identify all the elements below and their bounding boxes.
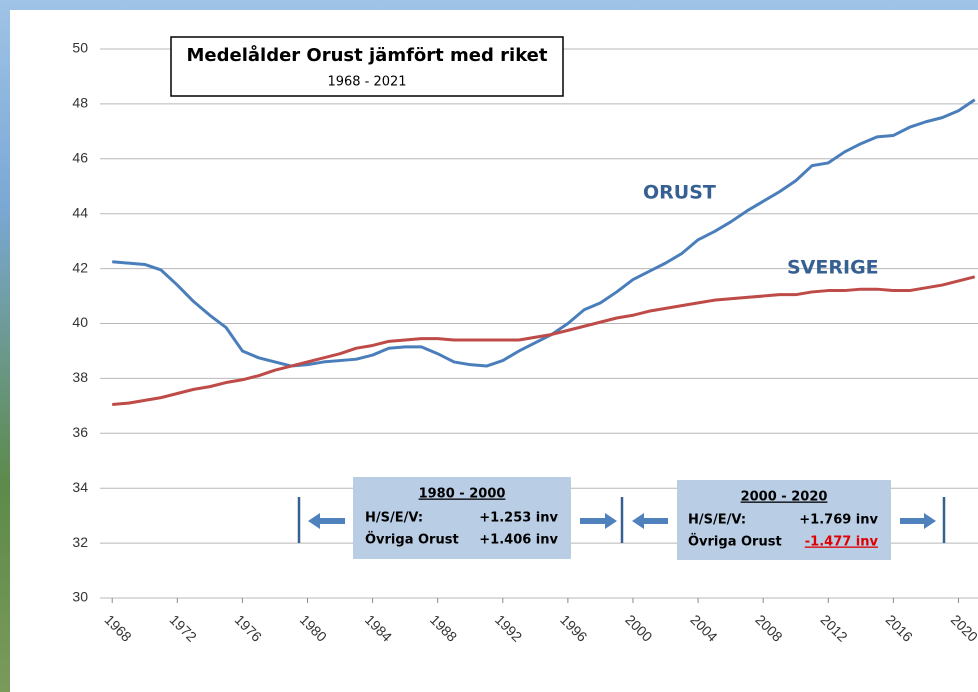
annotation-value: +1.406 inv [479,533,558,548]
y-tick-label: 30 [72,589,88,605]
chart-panel [10,10,978,692]
series-label: ORUST [643,182,716,204]
chart: 3032343638404244464850196819721976198019… [0,0,978,692]
annotation-value: -1.477 inv [805,535,879,550]
y-tick-label: 32 [72,534,88,550]
y-tick-label: 50 [72,40,88,56]
chart-title: Medelålder Orust jämfört med riket [187,44,548,66]
y-tick-label: 48 [72,95,88,111]
annotation-value: +1.253 inv [479,511,558,526]
annotation-title: 2000 - 2020 [741,490,828,505]
y-tick-label: 34 [72,479,88,495]
y-tick-label: 36 [72,424,88,440]
annotation-label: Övriga Orust [365,532,459,548]
annotation-title: 1980 - 2000 [419,487,506,502]
chart-subtitle: 1968 - 2021 [327,75,406,90]
y-tick-label: 40 [72,314,88,330]
annotation-label: H/S/E/V: [365,511,423,526]
annotation-label: H/S/E/V: [688,513,746,528]
series-label: SVERIGE [787,257,879,279]
annotation-label: Övriga Orust [688,534,782,550]
y-tick-label: 44 [72,204,88,220]
annotation-value: +1.769 inv [799,513,878,528]
y-tick-label: 38 [72,369,88,385]
y-tick-label: 42 [72,259,88,275]
y-tick-label: 46 [72,150,88,166]
